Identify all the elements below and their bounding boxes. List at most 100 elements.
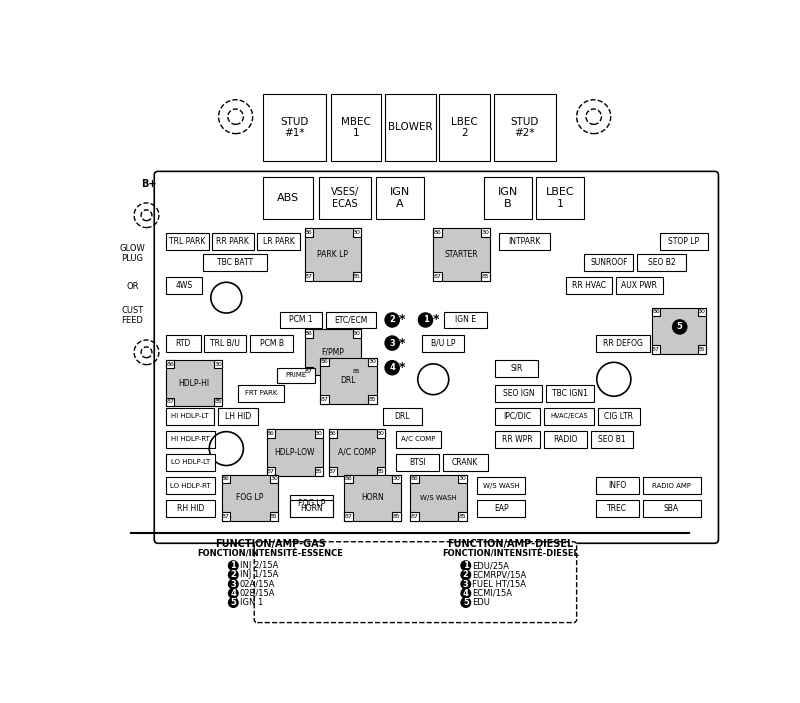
Text: 87: 87 <box>166 399 174 404</box>
FancyBboxPatch shape <box>166 277 202 294</box>
Text: BTSI: BTSI <box>409 458 426 467</box>
FancyBboxPatch shape <box>444 311 486 328</box>
FancyBboxPatch shape <box>494 93 556 162</box>
Text: CIG LTR: CIG LTR <box>604 412 634 420</box>
FancyBboxPatch shape <box>652 308 706 354</box>
Text: FOG LP: FOG LP <box>298 498 325 508</box>
Text: 87: 87 <box>305 368 313 374</box>
FancyBboxPatch shape <box>386 93 435 162</box>
Text: DRL: DRL <box>394 412 410 420</box>
FancyBboxPatch shape <box>482 228 490 237</box>
Text: F/PMP: F/PMP <box>322 348 344 357</box>
Text: 3: 3 <box>230 579 236 588</box>
FancyBboxPatch shape <box>392 512 401 521</box>
FancyBboxPatch shape <box>329 467 337 475</box>
Text: LH HID: LH HID <box>225 412 251 420</box>
Text: 1: 1 <box>463 561 469 570</box>
Text: 30: 30 <box>458 477 466 482</box>
FancyBboxPatch shape <box>396 431 441 448</box>
Text: *: * <box>399 337 406 349</box>
FancyBboxPatch shape <box>344 475 401 521</box>
Text: W/S WASH: W/S WASH <box>420 495 457 501</box>
FancyBboxPatch shape <box>222 512 230 521</box>
Text: 30: 30 <box>377 431 385 436</box>
FancyBboxPatch shape <box>652 345 660 354</box>
Text: 3: 3 <box>463 579 469 588</box>
FancyBboxPatch shape <box>410 475 466 521</box>
FancyBboxPatch shape <box>320 358 377 404</box>
FancyBboxPatch shape <box>326 311 376 328</box>
FancyBboxPatch shape <box>166 477 215 494</box>
FancyBboxPatch shape <box>314 467 323 475</box>
Text: SEO B1: SEO B1 <box>598 435 626 444</box>
Text: A/C COMP: A/C COMP <box>402 437 436 442</box>
Text: LBEC
2: LBEC 2 <box>451 117 478 138</box>
FancyBboxPatch shape <box>280 311 322 328</box>
Text: 85: 85 <box>393 514 400 520</box>
Text: RH HID: RH HID <box>177 504 204 513</box>
FancyBboxPatch shape <box>262 93 326 162</box>
Text: ECMI/15A: ECMI/15A <box>472 589 512 598</box>
FancyBboxPatch shape <box>659 233 708 250</box>
FancyBboxPatch shape <box>698 308 706 316</box>
Text: 86: 86 <box>305 230 313 235</box>
FancyBboxPatch shape <box>154 172 718 543</box>
Text: 87: 87 <box>652 347 660 352</box>
FancyBboxPatch shape <box>353 329 361 337</box>
FancyBboxPatch shape <box>305 272 313 280</box>
Text: HVAC/ECAS: HVAC/ECAS <box>550 413 588 419</box>
FancyBboxPatch shape <box>305 329 361 375</box>
Text: PARK LP: PARK LP <box>318 250 348 259</box>
Text: 2: 2 <box>390 316 395 325</box>
Text: 87: 87 <box>305 274 313 279</box>
Text: RTD: RTD <box>176 339 191 347</box>
Circle shape <box>229 588 238 598</box>
FancyBboxPatch shape <box>478 500 526 517</box>
Text: 85: 85 <box>353 368 361 374</box>
Text: 5: 5 <box>230 598 236 607</box>
Text: IGN
A: IGN A <box>390 187 410 209</box>
Text: 85: 85 <box>353 274 361 279</box>
FancyBboxPatch shape <box>353 272 361 280</box>
FancyBboxPatch shape <box>320 396 329 404</box>
Circle shape <box>461 570 470 579</box>
FancyBboxPatch shape <box>166 431 215 448</box>
FancyBboxPatch shape <box>305 367 313 375</box>
FancyBboxPatch shape <box>254 542 577 623</box>
FancyBboxPatch shape <box>442 454 487 471</box>
FancyBboxPatch shape <box>458 512 466 521</box>
Text: STUD
#1*: STUD #1* <box>280 117 309 138</box>
FancyBboxPatch shape <box>314 430 323 438</box>
FancyBboxPatch shape <box>166 398 174 406</box>
Text: SBA: SBA <box>664 504 679 513</box>
FancyBboxPatch shape <box>331 93 382 162</box>
Text: 87: 87 <box>329 469 337 474</box>
Text: CUST
FEED: CUST FEED <box>122 306 144 325</box>
FancyBboxPatch shape <box>422 335 464 352</box>
FancyBboxPatch shape <box>377 467 386 475</box>
Circle shape <box>461 579 470 588</box>
FancyBboxPatch shape <box>270 512 278 521</box>
FancyBboxPatch shape <box>637 254 686 271</box>
Text: EDU: EDU <box>472 598 490 607</box>
FancyBboxPatch shape <box>305 329 313 337</box>
Text: VSES/
ECAS: VSES/ ECAS <box>330 187 359 209</box>
Text: 87: 87 <box>345 514 352 520</box>
Text: 85: 85 <box>315 469 323 474</box>
Circle shape <box>229 579 238 588</box>
Text: 86: 86 <box>329 431 337 436</box>
Text: 85: 85 <box>377 469 385 474</box>
Text: 86: 86 <box>267 431 274 436</box>
Text: TRL PARK: TRL PARK <box>169 237 206 246</box>
FancyBboxPatch shape <box>266 430 323 475</box>
FancyBboxPatch shape <box>166 360 222 406</box>
Text: HDLP-LOW: HDLP-LOW <box>274 448 315 457</box>
Text: 87: 87 <box>267 469 275 474</box>
Text: OR: OR <box>126 282 139 290</box>
FancyBboxPatch shape <box>329 430 337 438</box>
Text: FUEL HT/15A: FUEL HT/15A <box>472 579 526 588</box>
Text: STOP LP: STOP LP <box>669 237 699 246</box>
FancyBboxPatch shape <box>203 254 266 271</box>
FancyBboxPatch shape <box>478 477 526 494</box>
FancyBboxPatch shape <box>329 430 386 475</box>
